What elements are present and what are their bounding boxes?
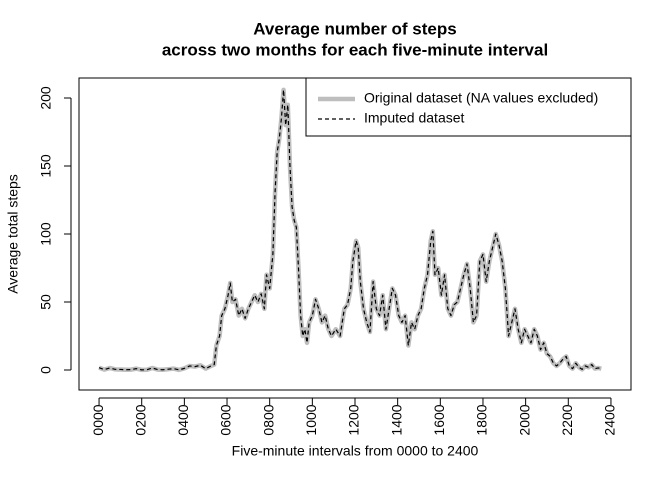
legend-label: Imputed dataset — [364, 110, 465, 126]
x-tick-label: 1600 — [431, 404, 447, 435]
y-tick-label: 100 — [38, 222, 54, 246]
x-tick-label: 0200 — [132, 404, 148, 435]
x-tick-label: 0000 — [90, 404, 106, 435]
x-tick-label: 1200 — [346, 404, 362, 435]
chart-title: Average number of steps — [253, 19, 456, 38]
data-line — [98, 89, 602, 371]
chart-title: across two months for each five-minute i… — [162, 40, 548, 59]
y-tick-label: 200 — [38, 86, 54, 110]
legend-box — [305, 77, 632, 137]
x-tick-label: 2200 — [559, 404, 575, 435]
x-tick-label: 2000 — [516, 404, 532, 435]
y-tick-label: 50 — [38, 294, 54, 310]
x-tick-label: 2400 — [602, 404, 618, 435]
legend-label: Original dataset (NA values excluded) — [364, 90, 598, 106]
x-tick-label: 0600 — [218, 404, 234, 435]
x-tick-label: 1000 — [303, 404, 319, 435]
x-tick-label: 0800 — [260, 404, 276, 435]
y-axis-label: Average total steps — [5, 174, 21, 294]
y-tick-label: 0 — [38, 366, 54, 374]
x-tick-label: 0400 — [175, 404, 191, 435]
x-tick-label: 1400 — [388, 404, 404, 435]
x-tick-label: 1800 — [474, 404, 490, 435]
x-axis-label: Five-minute intervals from 0000 to 2400 — [232, 443, 479, 459]
y-tick-label: 150 — [38, 154, 54, 178]
